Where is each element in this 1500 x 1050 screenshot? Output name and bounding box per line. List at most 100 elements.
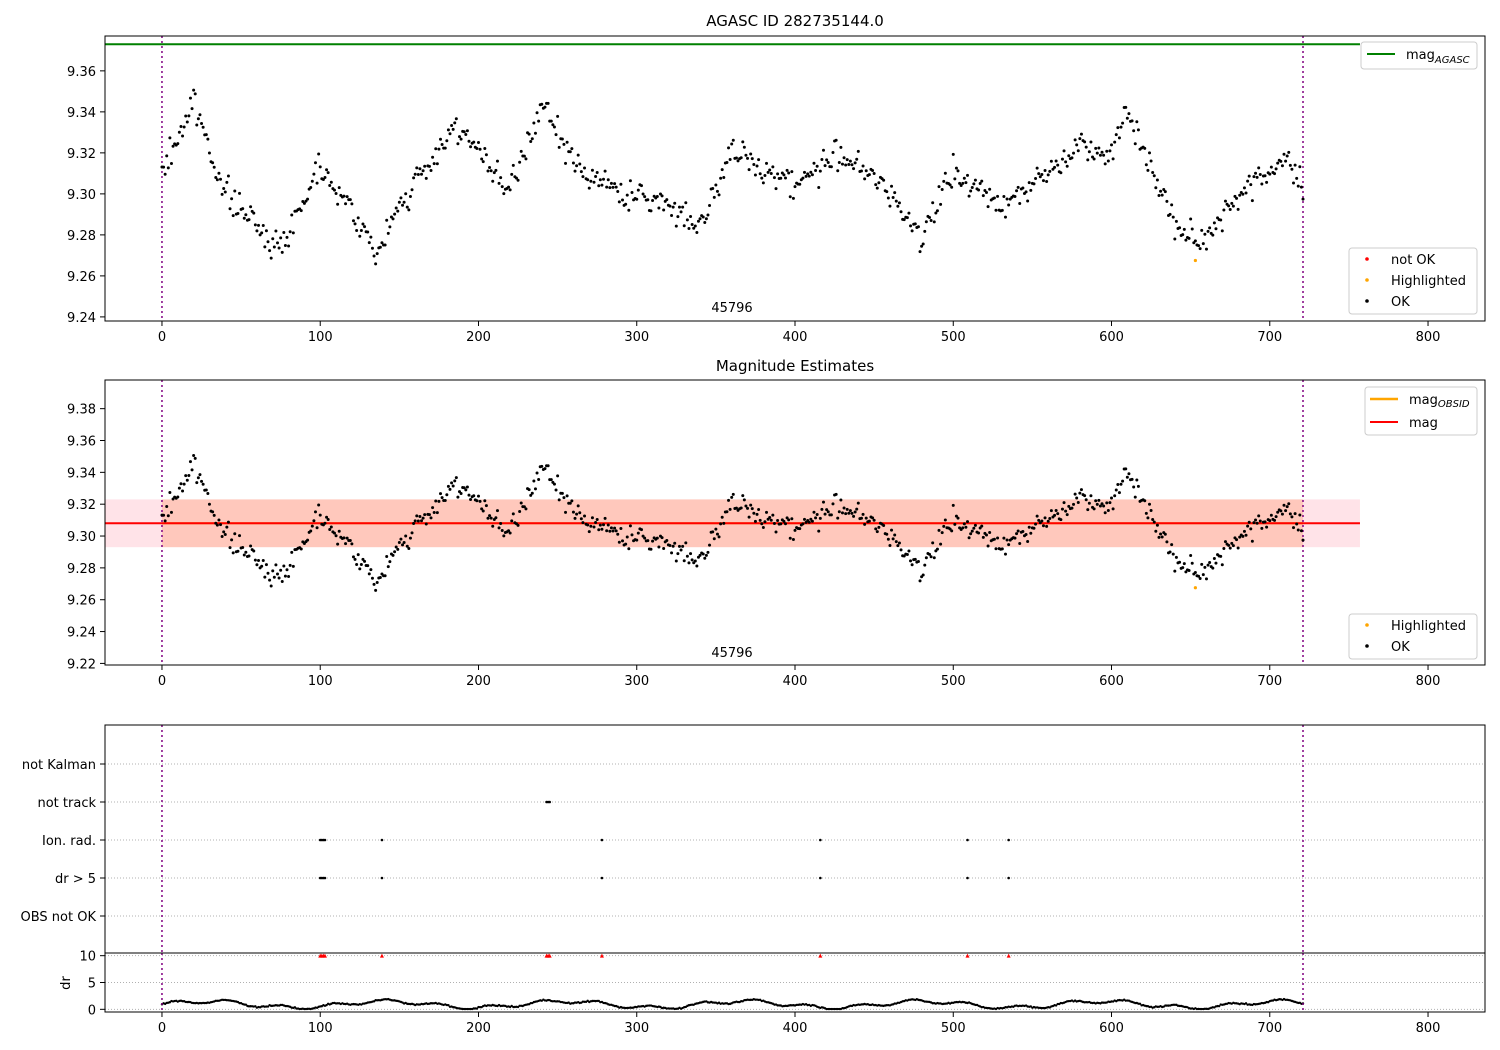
ok-point [1013,536,1017,540]
ok-point [279,236,283,240]
ok-point [1086,508,1090,512]
ok-point [359,562,363,566]
ok-point [242,553,246,557]
ok-point [909,224,913,228]
ok-point [1105,501,1109,505]
dr-point [1138,1002,1142,1005]
ok-point [1220,563,1224,567]
ok-point [543,105,547,109]
ok-point [750,157,754,161]
ok-point [1113,494,1117,498]
ok-point [546,464,550,468]
ok-point [450,481,454,485]
ok-point [1155,523,1159,527]
ok-point [877,181,881,185]
ok-point [511,512,515,516]
ok-point [1135,478,1139,482]
ok-point [1238,193,1242,197]
ok-point [731,492,735,496]
ok-point [1160,535,1164,539]
ok-point [646,539,650,543]
ok-point [562,496,566,500]
ok-point [489,169,493,173]
p2-axes: 0 100 200 300 400 500 600 700 800 9.22 9.24 9.26 9.2… [67,379,1486,689]
ok-point [223,533,227,537]
ok-point [994,208,998,212]
ok-point [871,169,875,173]
ok-point [1287,150,1291,154]
ok-point [255,229,259,233]
ok-point [836,516,840,520]
ok-point [894,540,898,544]
ok-point [1187,569,1191,573]
ok-point [1181,566,1185,570]
ok-point [628,524,632,528]
y-tick-label: 9.24 [67,311,96,326]
ok-point [821,148,825,152]
ok-point [434,147,438,151]
ok-point [598,523,602,527]
ok-point [540,102,544,106]
ok-point [864,516,868,520]
ok-point [502,534,506,538]
ok-point [760,176,764,180]
ok-point [581,175,585,179]
ok-point [499,176,503,180]
ok-point [219,177,223,181]
ok-point [581,521,585,525]
ok-point [967,194,971,198]
ok-point [355,229,359,233]
ok-point [462,130,466,134]
ok-point [1114,488,1118,492]
ok-point [690,558,694,562]
ok-point [514,176,518,180]
ok-point [168,491,172,495]
ok-point [408,536,412,540]
ok-point [217,171,221,175]
ok-point [1048,169,1052,173]
ok-point [1263,520,1267,524]
p1-axes: 0 100 200 300 400 500 600 700 800 9.24 9.26 9.28 9.3… [67,35,1486,345]
ok-point [1203,232,1207,236]
ok-point [488,166,492,170]
ok-point [1280,164,1284,168]
ok-point [415,514,419,518]
ok-point [984,191,988,195]
ok-point [1048,517,1052,521]
ok-point [1212,221,1216,225]
ok-point [589,524,593,528]
ok-point [168,136,172,140]
ok-point [551,123,555,127]
ok-point [921,573,925,577]
ok-point [605,529,609,533]
ok-point [891,537,895,541]
flag-point [548,800,552,804]
ok-point [530,137,534,141]
ok-point [977,188,981,192]
ok-point [1041,179,1045,183]
ok-point [909,559,913,563]
ok-point [1144,511,1148,515]
ok-point [831,150,835,154]
ok-point [1211,566,1215,570]
ok-point [859,169,863,173]
ok-point [540,464,544,468]
ok-point [695,231,699,235]
ok-point [701,215,705,219]
ok-point [890,528,894,532]
ok-point [820,507,824,511]
ok-point [953,522,957,526]
ok-point [746,506,750,510]
ok-point [268,578,272,582]
ok-point [497,181,501,185]
ok-point [211,510,215,514]
ok-point [996,194,1000,198]
ok-point [1075,496,1079,500]
ok-point [1007,203,1011,207]
ok-point [929,555,933,559]
ok-point [549,478,553,482]
ok-point [1049,509,1053,513]
ok-point [366,564,370,568]
p3-axes: not Kalman not track Ion. rad. dr > 5 OBS no… [21,724,1486,954]
ok-point [1106,159,1110,163]
